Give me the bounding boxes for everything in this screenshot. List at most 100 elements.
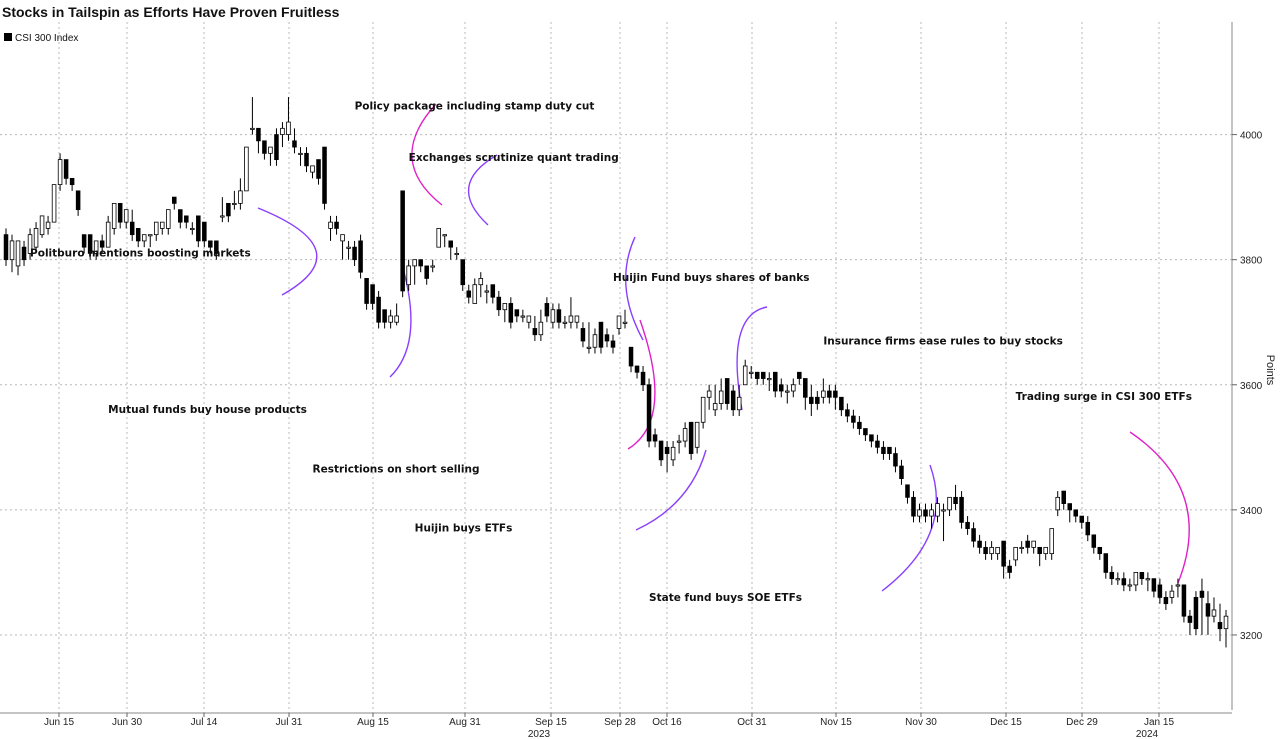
annotation-curve [881, 464, 938, 592]
candle-body [785, 390, 790, 393]
annotation-curve [257, 207, 318, 296]
candle [917, 503, 922, 523]
candle-body [887, 446, 892, 454]
candle [21, 240, 27, 266]
candle-body [628, 346, 634, 367]
candle [3, 228, 9, 266]
annotation-label: Exchanges scrutinize quant trading [409, 152, 619, 164]
candle-body [1193, 597, 1199, 630]
candle-body [550, 309, 556, 323]
candle-body [736, 396, 742, 411]
candle [550, 303, 556, 329]
candle-body [1031, 540, 1036, 548]
candle [1037, 546, 1042, 567]
candle [1019, 541, 1024, 554]
candle [833, 384, 838, 410]
candle-body [274, 134, 279, 160]
annotation-label: Huijin buys ETFs [415, 523, 513, 535]
candle [51, 184, 57, 223]
candle-body [382, 309, 387, 323]
candle [1145, 572, 1151, 592]
candle-body [346, 246, 351, 249]
candle [779, 378, 784, 398]
candle [99, 234, 105, 254]
candle [123, 209, 129, 229]
candle [538, 309, 544, 341]
candle-body [772, 371, 778, 392]
candle [791, 378, 796, 398]
candle-body [99, 240, 105, 248]
annotation-curve [389, 271, 412, 378]
candle-body [129, 221, 135, 236]
candle [658, 440, 664, 467]
candle-body [400, 190, 405, 292]
candle [1139, 572, 1145, 585]
candle-body [1205, 603, 1211, 617]
candle [1187, 609, 1193, 635]
candle-body [809, 396, 814, 404]
candle [220, 197, 225, 223]
candle [905, 484, 910, 504]
candle [424, 265, 429, 285]
candle [286, 97, 291, 141]
candle [141, 234, 147, 248]
candle-body [845, 409, 850, 417]
candle [105, 215, 111, 248]
candle [815, 391, 820, 410]
candle [388, 309, 393, 329]
candle [63, 159, 69, 185]
candle-body [971, 528, 976, 542]
candle [965, 516, 970, 535]
candle-body [580, 328, 586, 342]
candle-body [21, 246, 27, 261]
candle [322, 146, 327, 210]
candle-body [370, 284, 375, 304]
annotation-curve [625, 236, 644, 341]
x-tick-label: Oct 16 [652, 717, 682, 728]
candle-body [159, 221, 165, 229]
candle-body [153, 221, 159, 236]
legend: CSI 300 Index [4, 33, 78, 44]
candle [1031, 540, 1036, 554]
candle-body [712, 403, 718, 411]
candle [1049, 528, 1054, 560]
candle [27, 228, 33, 260]
candle [622, 309, 628, 329]
candle [178, 209, 183, 229]
y-tick-label: 3800 [1240, 256, 1263, 267]
candle [1223, 609, 1229, 648]
y-tick-label: 3200 [1240, 631, 1263, 642]
candle [977, 534, 982, 554]
candle [544, 297, 550, 323]
candle-body [75, 190, 81, 211]
candle [1091, 534, 1097, 554]
candle [514, 309, 520, 323]
candle [863, 428, 868, 442]
x-tick-label: Jun 15 [44, 717, 74, 728]
candle [568, 297, 574, 329]
x-tick-label: Jul 31 [276, 717, 303, 728]
candle-body [893, 453, 898, 467]
candle [646, 378, 652, 448]
legend-label: CSI 300 Index [15, 33, 78, 44]
candle [676, 434, 682, 454]
candle [1199, 578, 1205, 635]
candle-body [358, 240, 363, 273]
candle [995, 546, 1000, 560]
candle [214, 240, 219, 260]
candle [244, 146, 249, 192]
candle-body [292, 140, 297, 148]
candle [484, 284, 490, 304]
candle [1121, 572, 1127, 592]
candle-body [917, 509, 922, 517]
candle [652, 428, 658, 448]
candle-body [514, 309, 520, 317]
candle [748, 366, 754, 379]
candle [640, 366, 646, 392]
candle-body [670, 446, 676, 461]
candle [526, 315, 532, 329]
candle-body [328, 221, 333, 229]
candle-body [730, 390, 736, 411]
candle [797, 371, 802, 385]
candle [1061, 490, 1066, 510]
